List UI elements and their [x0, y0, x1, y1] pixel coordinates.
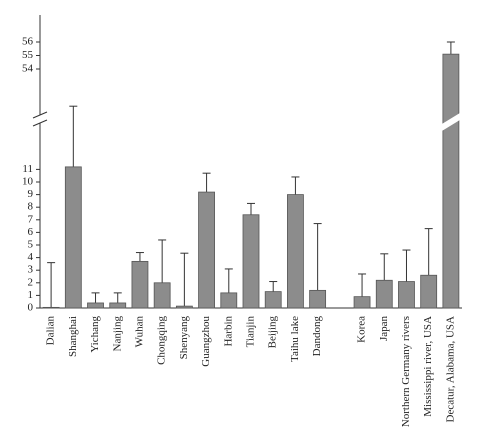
- bar: [375, 279, 393, 309]
- y-tick-label: 1: [28, 289, 34, 301]
- axis-break-mark: [32, 119, 48, 127]
- x-tick-label: Korea: [356, 316, 368, 343]
- bar-break: [441, 113, 460, 131]
- y-tick-label: 3: [28, 264, 34, 276]
- x-tick-label: Shanghai: [67, 316, 79, 357]
- bar: [175, 305, 193, 309]
- bar: [264, 291, 282, 309]
- y-tick-label: 10: [22, 176, 34, 188]
- x-tick-label: Harbin: [222, 316, 234, 347]
- x-tick-label: Shenyang: [178, 316, 190, 360]
- y-tick-label: 7: [28, 213, 34, 225]
- bar: [131, 260, 149, 309]
- bar: [442, 53, 460, 309]
- x-tick-label: Taihu lake: [289, 316, 301, 362]
- y-tick-label: 9: [28, 188, 34, 200]
- bar: [398, 281, 415, 309]
- y-tick-label: 56: [22, 36, 34, 48]
- axis-break-gap: [33, 115, 47, 123]
- y-tick-label: 54: [22, 63, 34, 75]
- x-tick-label: Dalian: [45, 316, 57, 346]
- x-tick-label: Wuhan: [133, 316, 145, 348]
- y-tick-label: 6: [28, 226, 34, 238]
- x-tick-label: Dandong: [311, 316, 323, 357]
- bar: [64, 166, 82, 309]
- bar: [242, 214, 260, 309]
- bar: [42, 306, 60, 309]
- bar: [198, 191, 215, 309]
- y-tick-label: 0: [28, 302, 34, 314]
- x-tick-label: Japan: [378, 316, 390, 342]
- bar: [153, 282, 171, 309]
- x-tick-label: Nanjing: [111, 316, 123, 352]
- y-tick-label: 2: [28, 276, 34, 288]
- x-tick-label: Decatur, Alabama, USA: [444, 316, 456, 423]
- x-tick-label: Mississippi river, USA: [422, 316, 434, 417]
- bar: [420, 274, 438, 309]
- bar: [109, 302, 127, 309]
- bar: [87, 302, 104, 309]
- y-tick-label: 55: [22, 49, 34, 61]
- y-tick-label: 5: [28, 239, 34, 251]
- y-tick-label: 4: [28, 251, 34, 263]
- y-tick-label: 8: [28, 201, 34, 213]
- x-tick-label: Beijing: [267, 316, 279, 349]
- y-tick-label: 11: [22, 163, 33, 175]
- x-tick-label: Chongqing: [156, 316, 168, 365]
- axis-break-mark: [32, 111, 48, 119]
- x-tick-label: Guangzhou: [200, 316, 212, 367]
- bar: [287, 194, 304, 309]
- bar: [309, 289, 327, 309]
- x-tick-label: Northern Germany rivers: [400, 316, 412, 427]
- x-tick-label: Yichang: [89, 316, 101, 353]
- bar: [353, 296, 371, 309]
- bar: [220, 292, 238, 309]
- x-tick-label: Tianjin: [245, 316, 257, 348]
